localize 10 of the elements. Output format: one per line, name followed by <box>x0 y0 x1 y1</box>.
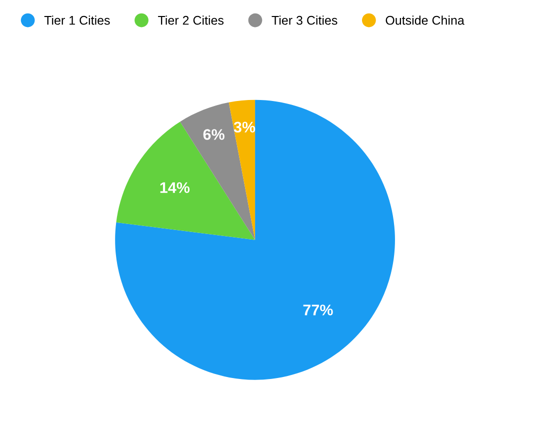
legend-label: Tier 1 Cities <box>44 16 110 25</box>
data-label: 77% <box>303 304 333 316</box>
pie-slice <box>228 100 256 240</box>
legend-label: Tier 2 Cities <box>158 16 224 25</box>
pie-slice <box>115 100 395 380</box>
data-label: 14% <box>160 182 190 193</box>
data-label: 6% <box>203 129 224 140</box>
pie-slice <box>116 122 256 240</box>
legend-label: Outside China <box>386 16 464 25</box>
legend-label: Tier 3 Cities <box>272 16 338 25</box>
